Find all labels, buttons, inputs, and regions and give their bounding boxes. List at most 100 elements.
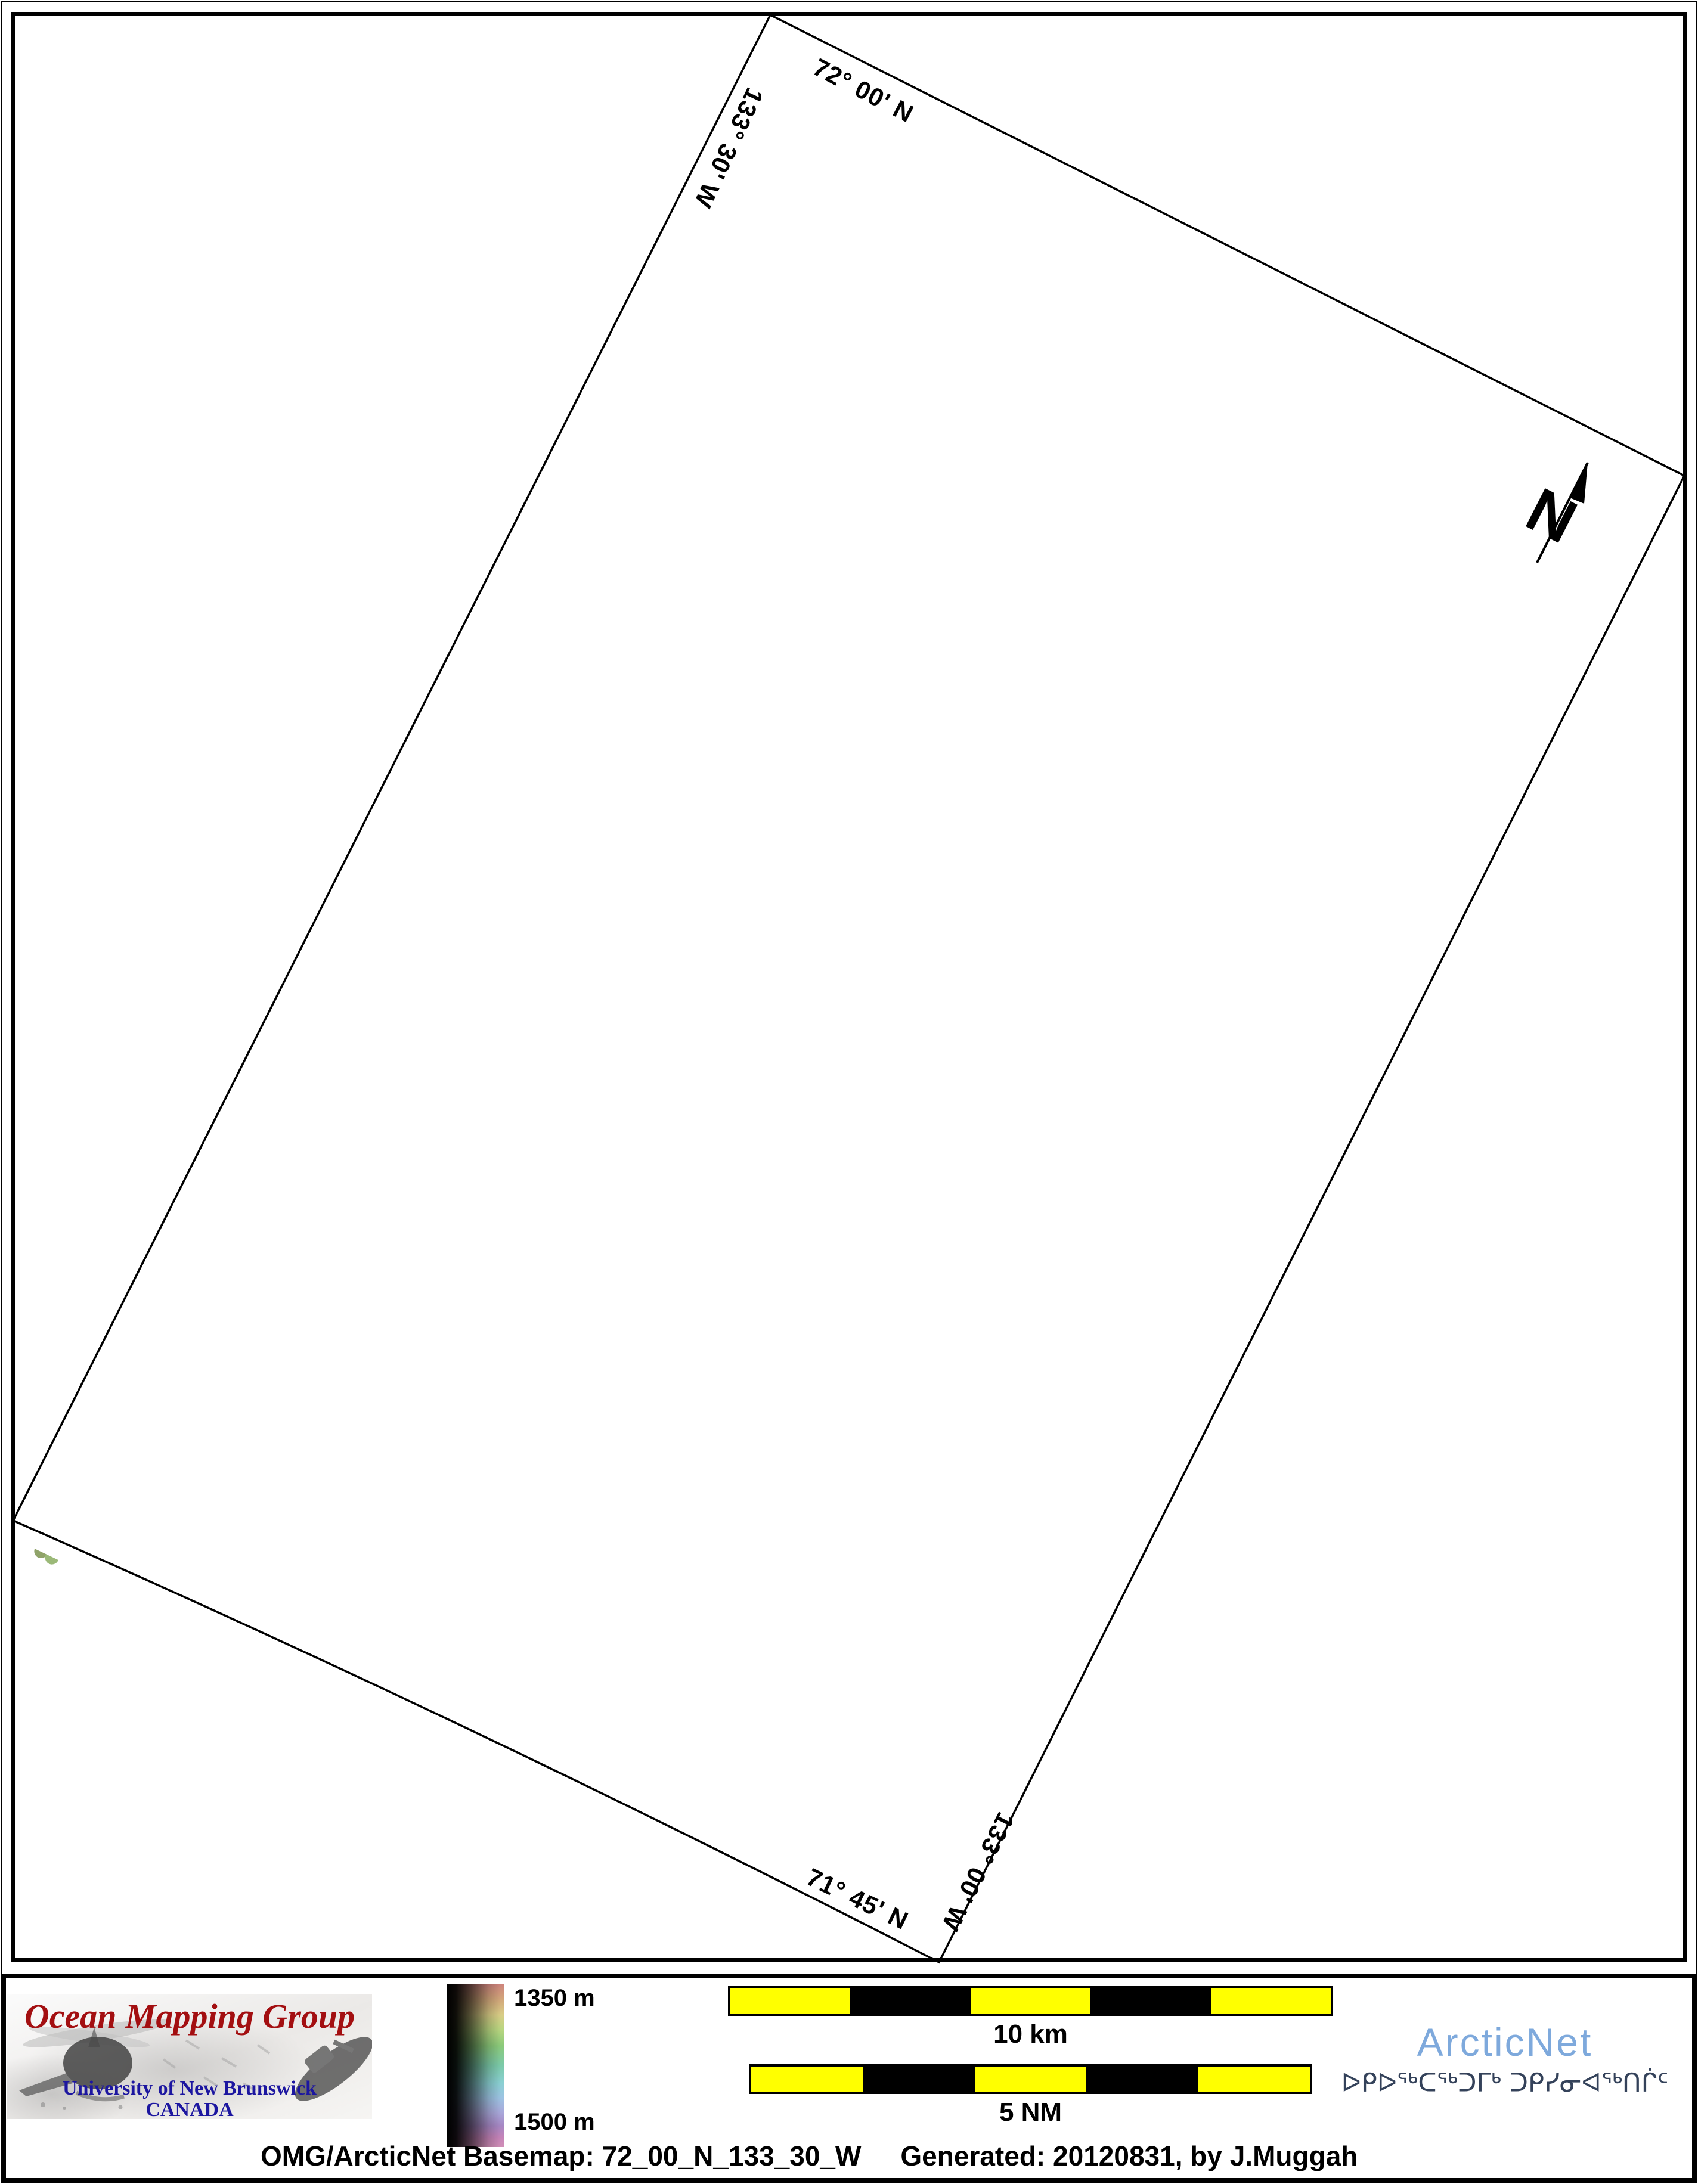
swath-detail bbox=[806, 1755, 839, 1773]
swath-detail bbox=[859, 1785, 885, 1800]
swath-detail bbox=[521, 1596, 559, 1617]
swath-detail bbox=[776, 1813, 807, 1830]
swath-detail bbox=[762, 1729, 834, 1865]
swath-detail bbox=[347, 1541, 382, 1574]
swath-detail bbox=[516, 1610, 557, 1692]
swath-detail bbox=[341, 1583, 384, 1606]
swath-detail bbox=[414, 1635, 426, 1643]
swath-detail bbox=[366, 1640, 401, 1659]
swath-detail bbox=[285, 1541, 333, 1547]
omg-logo: Ocean Mapping Group University of New Br… bbox=[7, 1994, 372, 2119]
swath-detail bbox=[303, 1462, 347, 1485]
swath-detail bbox=[309, 1541, 367, 1562]
swath-detail bbox=[0, 1336, 65, 1531]
omg-university: University of New Brunswick bbox=[63, 2077, 317, 2099]
swath-detail bbox=[634, 1674, 662, 1689]
swath-detail bbox=[463, 1543, 492, 1601]
swath-detail bbox=[346, 1541, 416, 1631]
swath-detail bbox=[487, 1569, 563, 1714]
swath-detail bbox=[541, 1627, 590, 1724]
swath-detail bbox=[240, 1541, 313, 1591]
swath-detail bbox=[523, 1638, 547, 1684]
swath-detail bbox=[268, 1471, 306, 1491]
swath-detail bbox=[453, 1552, 503, 1651]
swath-detail bbox=[485, 1561, 541, 1673]
swath-detail bbox=[371, 1630, 397, 1645]
swath-detail bbox=[885, 1809, 930, 1899]
scale-bar-segment bbox=[1090, 1988, 1211, 2014]
swath-detail bbox=[655, 1714, 695, 1736]
swath-detail bbox=[702, 1755, 737, 1774]
swath-detail bbox=[737, 1722, 810, 1859]
swath-detail bbox=[231, 1541, 280, 1589]
swath-detail bbox=[705, 1708, 764, 1827]
swath-detail bbox=[0, 1385, 104, 1544]
swath-detail bbox=[835, 1803, 870, 1872]
swath-detail bbox=[284, 1541, 336, 1558]
swath-detail bbox=[479, 1634, 497, 1645]
swath-detail bbox=[258, 1541, 324, 1573]
scale-bar-label-nm: 5 NM bbox=[999, 2098, 1062, 2127]
swath-detail bbox=[550, 1580, 588, 1601]
swath-detail bbox=[564, 1658, 579, 1667]
swath-detail bbox=[345, 1541, 387, 1582]
swath-detail bbox=[72, 1419, 121, 1517]
swath-detail bbox=[466, 1569, 510, 1592]
swath-detail bbox=[128, 1462, 150, 1504]
swath-detail bbox=[686, 1716, 718, 1780]
swath-detail bbox=[581, 1617, 665, 1779]
swath-detail bbox=[360, 1541, 437, 1661]
swath-detail bbox=[359, 1597, 374, 1606]
swath-detail bbox=[822, 1845, 838, 1854]
swath-detail bbox=[407, 1541, 489, 1678]
swath-detail bbox=[549, 1594, 563, 1619]
swath-detail bbox=[592, 1677, 630, 1697]
swath-detail bbox=[154, 1541, 201, 1559]
swath-detail bbox=[673, 1659, 719, 1683]
swath-detail bbox=[157, 1460, 169, 1468]
swath-detail bbox=[73, 1541, 165, 1563]
swath-detail bbox=[646, 1652, 732, 1817]
swath-detail bbox=[211, 1565, 230, 1575]
ship-silhouette bbox=[295, 2037, 372, 2101]
swath-detail bbox=[565, 1606, 643, 1754]
swath-detail bbox=[408, 1541, 478, 1675]
swath-detail bbox=[306, 1541, 361, 1568]
swath-detail bbox=[531, 1701, 550, 1711]
swath-detail bbox=[696, 1767, 727, 1784]
swath-detail bbox=[600, 1653, 650, 1755]
swath-detail bbox=[8, 1379, 66, 1496]
scale-bar bbox=[728, 1986, 1333, 2016]
swath-detail bbox=[672, 1713, 725, 1820]
swath-detail bbox=[688, 1682, 773, 1845]
swath-detail bbox=[590, 1643, 643, 1751]
swath-detail bbox=[609, 1643, 665, 1755]
swath-detail bbox=[0, 1432, 22, 1505]
swath-detail bbox=[343, 1541, 404, 1608]
swath-detail bbox=[415, 1639, 463, 1663]
swath-detail bbox=[588, 1727, 627, 1748]
swath-detail bbox=[302, 1541, 374, 1561]
swath-detail bbox=[592, 1685, 627, 1753]
swath-detail bbox=[209, 1541, 221, 1542]
swath-detail bbox=[378, 1623, 408, 1640]
swath-detail bbox=[586, 1648, 610, 1661]
swath-detail bbox=[348, 1541, 429, 1656]
swath-detail bbox=[122, 1541, 206, 1577]
scale-bar-segment bbox=[1210, 1988, 1331, 2014]
swath-detail bbox=[108, 1494, 132, 1508]
swath-detail bbox=[413, 1541, 449, 1543]
swath-detail bbox=[202, 1504, 233, 1520]
swath-detail bbox=[676, 1810, 689, 1817]
swath-detail bbox=[436, 1541, 494, 1656]
swath-detail bbox=[464, 1558, 541, 1704]
swath-detail bbox=[324, 1541, 361, 1558]
swath-detail bbox=[225, 1541, 306, 1594]
swath-detail bbox=[0, 1345, 47, 1521]
swath-detail bbox=[823, 1741, 897, 1891]
swath-detail bbox=[0, 1397, 22, 1411]
swath-detail bbox=[645, 1669, 687, 1692]
swath-detail bbox=[135, 1541, 160, 1550]
swath-detail bbox=[570, 1602, 659, 1773]
swath-detail bbox=[650, 1721, 686, 1740]
